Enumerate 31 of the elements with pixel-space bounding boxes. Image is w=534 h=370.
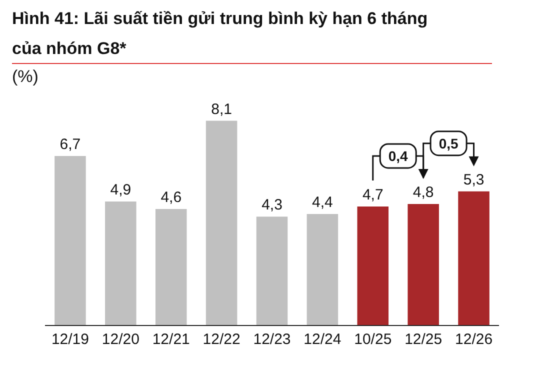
annotation: 0,5 bbox=[438, 135, 458, 152]
bar bbox=[357, 206, 389, 325]
x-tick-label: 12/25 bbox=[404, 331, 442, 348]
bar bbox=[54, 156, 86, 325]
data-label: 4,9 bbox=[110, 181, 132, 198]
x-tick-label: 12/21 bbox=[152, 331, 190, 348]
bar bbox=[408, 204, 439, 325]
x-tick-label: 12/20 bbox=[102, 331, 140, 348]
x-tick-label: 12/23 bbox=[253, 331, 291, 348]
annotation: 0,4 bbox=[388, 148, 408, 164]
x-tick-label: 12/19 bbox=[51, 331, 89, 348]
x-tick-label: 12/26 bbox=[455, 331, 493, 348]
y-axis-title: (%) bbox=[12, 67, 38, 86]
x-tick-label: 12/22 bbox=[202, 331, 240, 348]
bar bbox=[256, 216, 288, 325]
x-tick-label: 12/24 bbox=[304, 331, 342, 348]
data-label: 4,8 bbox=[412, 184, 434, 201]
bar bbox=[105, 201, 136, 325]
bar bbox=[206, 120, 238, 325]
data-label: 5,3 bbox=[463, 171, 484, 188]
data-label: 4,3 bbox=[262, 196, 282, 214]
data-label: 4,6 bbox=[160, 189, 182, 206]
chart-title: Hình 41: Lãi suất tiền gửi trung bình kỳ hạn 6 tháng của nhóm G8* bbox=[12, 8, 429, 60]
bar bbox=[306, 214, 338, 325]
bar bbox=[155, 209, 187, 325]
data-label: 4,4 bbox=[312, 194, 333, 212]
bar bbox=[458, 191, 490, 325]
data-label: 6,7 bbox=[60, 136, 81, 154]
data-label: 4,7 bbox=[362, 186, 384, 204]
x-tick-label: 10/25 bbox=[354, 331, 392, 348]
data-label: 8,1 bbox=[211, 100, 232, 118]
